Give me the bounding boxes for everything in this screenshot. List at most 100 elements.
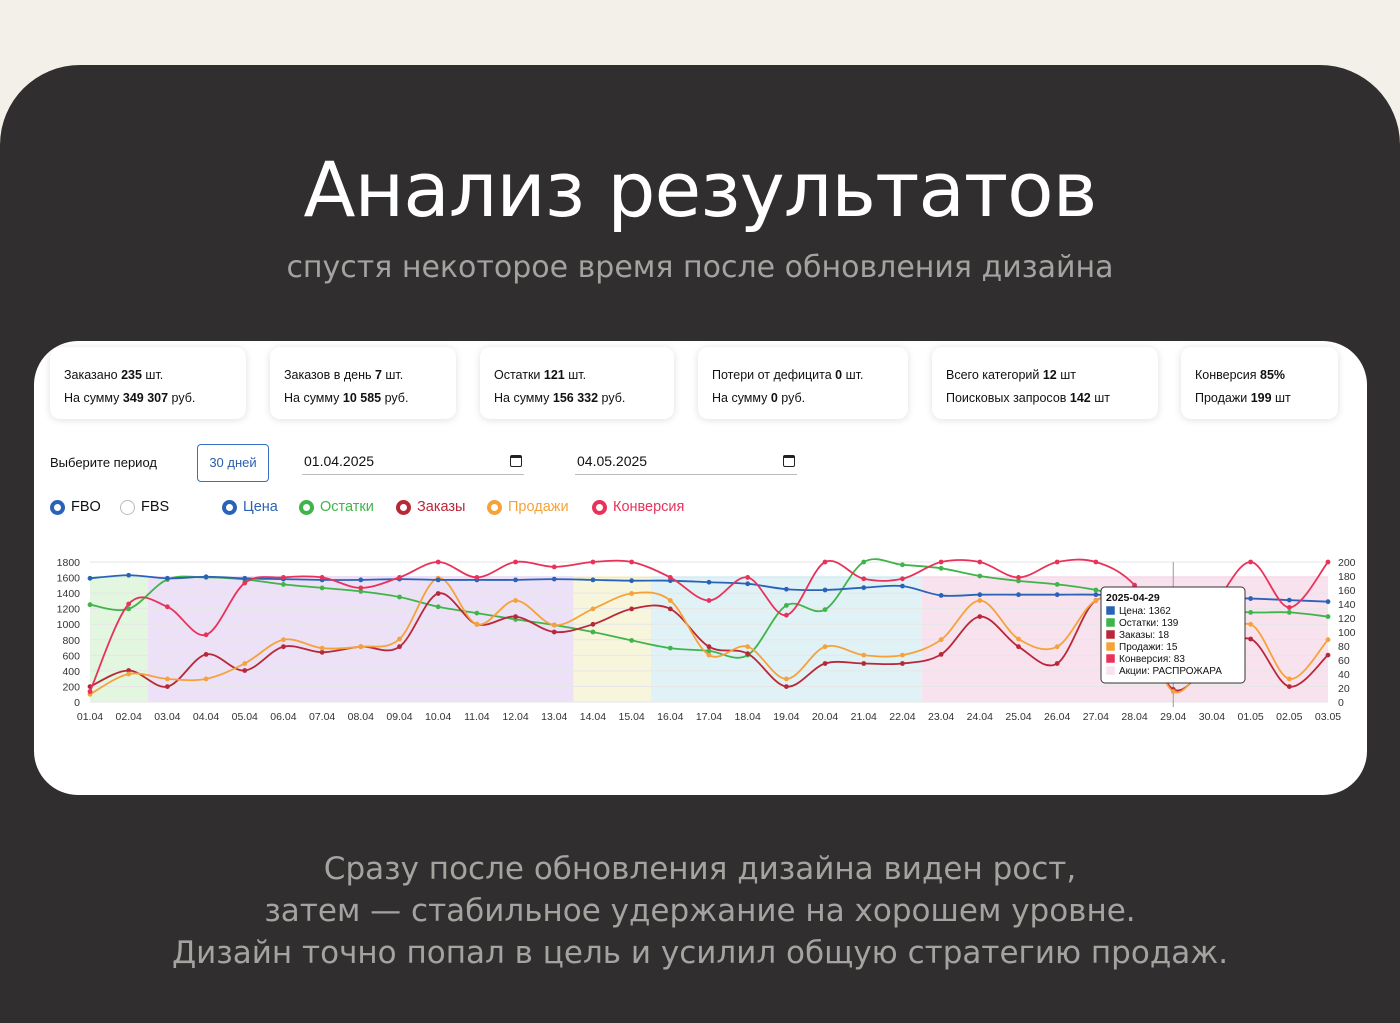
stat-label: Заказано (64, 368, 122, 382)
stat-label: На сумму (494, 391, 553, 405)
data-point (126, 572, 132, 578)
dashboard-panel: Заказано 235 шт. На сумму 349 307 руб. Зак… (34, 341, 1367, 795)
calendar-icon[interactable] (783, 455, 795, 467)
data-point (938, 559, 944, 565)
radio-icon[interactable] (222, 499, 237, 515)
x-tick-label: 27.04 (1083, 711, 1109, 723)
data-point (629, 638, 635, 643)
conclusion-line-1: Сразу после обновления дизайна виден рос… (323, 851, 1077, 887)
metric-toggle[interactable]: Остатки (299, 499, 374, 515)
radio-icon[interactable] (487, 499, 502, 515)
data-point (281, 582, 286, 587)
stat-line-1: Заказано 235 шт. (64, 364, 232, 387)
data-point (667, 645, 673, 651)
stat-label: Поисковых запросов (946, 391, 1070, 405)
data-point (87, 602, 93, 608)
date-from-value: 01.04.2025 (304, 453, 375, 469)
data-point (242, 575, 248, 581)
tooltip-row: Продажи: 15 (1119, 642, 1178, 653)
data-point (667, 575, 673, 580)
data-point (861, 661, 867, 666)
y-left-tick-label: 1200 (57, 604, 81, 616)
metric-toggle[interactable]: Конверсия (592, 499, 684, 515)
data-point (590, 577, 596, 583)
data-point (474, 575, 480, 580)
data-point (1054, 661, 1060, 666)
data-point (164, 604, 170, 610)
data-point (590, 606, 596, 612)
stat-label: Конверсия (1195, 368, 1261, 382)
stat-label: Остатки (494, 368, 544, 382)
data-point (590, 621, 596, 627)
stat-unit: руб. (777, 391, 806, 405)
radio-icon[interactable] (592, 499, 607, 515)
data-point (397, 644, 402, 650)
data-point (706, 648, 712, 654)
x-tick-label: 03.05 (1315, 711, 1341, 723)
data-point (1248, 596, 1254, 601)
promo-band (90, 576, 149, 702)
data-point (551, 564, 557, 570)
y-right-tick-label: 200 (1338, 557, 1356, 569)
data-point (435, 577, 441, 583)
data-point (319, 649, 325, 655)
warehouse-radio-fbo[interactable]: FBO (50, 499, 101, 515)
data-point (126, 606, 132, 612)
y-right-tick-label: 120 (1338, 613, 1356, 625)
stat-label: Продажи (1195, 391, 1251, 405)
stat-line-2: На сумму 349 307 руб. (64, 387, 232, 410)
radio-icon[interactable] (50, 499, 65, 515)
y-right-tick-label: 100 (1338, 627, 1356, 639)
y-right-tick-label: 60 (1338, 655, 1350, 667)
data-point (164, 676, 170, 682)
data-point (551, 622, 557, 628)
stat-card: Заказано 235 шт. На сумму 349 307 руб. (50, 347, 246, 419)
metric-label: Цена (243, 499, 278, 515)
metric-toggle[interactable]: Заказы (396, 499, 465, 515)
x-tick-label: 01.05 (1237, 711, 1263, 723)
radio-icon[interactable] (120, 499, 135, 515)
data-point (938, 637, 944, 643)
data-point (861, 559, 867, 565)
x-tick-label: 02.04 (116, 711, 142, 723)
x-tick-label: 03.04 (154, 711, 180, 723)
x-tick-label: 12.04 (502, 711, 528, 723)
data-point (1093, 592, 1099, 598)
radio-icon[interactable] (396, 499, 411, 515)
radio-icon[interactable] (299, 499, 314, 515)
data-point (551, 629, 557, 635)
data-point (900, 661, 905, 666)
stat-line-2: На сумму 156 332 руб. (494, 387, 660, 410)
data-point (629, 578, 635, 584)
data-point (435, 591, 441, 596)
data-point (745, 651, 751, 657)
x-tick-label: 23.04 (928, 711, 954, 723)
radio-label: FBS (141, 499, 170, 515)
warehouse-radio-fbs[interactable]: FBS (120, 499, 169, 515)
data-point (319, 585, 325, 591)
tooltip-row: Конверсия: 83 (1119, 654, 1185, 665)
data-point (397, 575, 402, 580)
data-point (706, 644, 712, 650)
data-point (1093, 598, 1099, 603)
period-30-days-button[interactable]: 30 дней (197, 444, 269, 482)
x-tick-label: 29.04 (1160, 711, 1186, 723)
stat-card: Конверсия 85% Продажи 199 шт (1181, 347, 1338, 419)
data-point (203, 652, 209, 657)
data-point (358, 585, 364, 591)
x-tick-label: 19.04 (773, 711, 799, 723)
stat-value: 10 585 (342, 391, 382, 405)
stat-value: 85% (1260, 368, 1286, 382)
calendar-icon[interactable] (510, 455, 522, 467)
metric-toggle[interactable]: Продажи (487, 499, 569, 515)
data-point (319, 575, 325, 580)
metric-toggle[interactable]: Цена (222, 499, 278, 515)
promo-band (650, 576, 922, 702)
date-from-input[interactable]: 01.04.2025 (302, 447, 524, 475)
data-point (1093, 587, 1099, 593)
data-point (900, 576, 905, 582)
date-to-input[interactable]: 04.05.2025 (575, 447, 797, 475)
data-point (164, 575, 170, 581)
data-point (590, 629, 596, 635)
tooltip-box (1100, 586, 1246, 684)
